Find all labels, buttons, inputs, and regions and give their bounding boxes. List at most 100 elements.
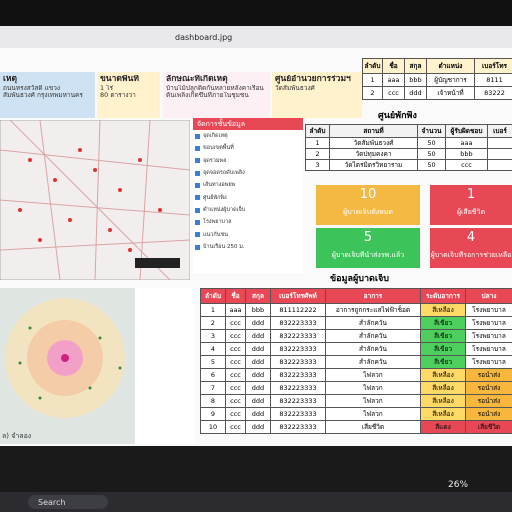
layer-item[interactable]: เส้นทางอพยพ <box>193 179 303 191</box>
cell: 832223333 <box>270 342 326 356</box>
layer-item[interactable]: แนวกันชน <box>193 229 303 241</box>
layer-title: จัดการชั้นข้อมูล <box>193 118 303 131</box>
cell: 832223333 <box>270 329 326 343</box>
taskbar: Search <box>0 492 512 512</box>
stat-label: ผู้บาดเจ็บที่รอการช่วยเหลือ <box>430 250 512 259</box>
cell: ccc <box>225 381 246 395</box>
layer-item[interactable]: ตำแหน่งผู้บาดเจ็บ <box>193 204 303 216</box>
cell: 2 <box>305 148 330 160</box>
info-card: เหตุ ถนนทรงสวัสดิ์ แขวง สัมพันธวงศ์ กรุงเท… <box>0 72 95 118</box>
cell: 832223333 <box>270 394 326 408</box>
cell: ไฟลวก <box>325 407 421 421</box>
row: 10 ccc ddd 832223333 เสียชีวิต สีแดง เสียชีวิต <box>200 420 512 434</box>
header-cell: สกุล <box>245 288 271 304</box>
layer-item[interactable]: จุดรวมพล <box>193 155 303 167</box>
cell: เสียชีวิต <box>465 420 512 434</box>
cell: 83222 <box>474 86 512 100</box>
cell: 811112222 <box>270 303 326 317</box>
cell: รอนำส่ง <box>465 381 512 395</box>
cell: ccc <box>225 316 246 330</box>
row: 1 aaa bbb 811112222 อาการถูกกระแสไฟฟ้าช็อต สี… <box>200 303 512 317</box>
cell: 8 <box>200 394 226 408</box>
card-title: ลักษณะที่เกิดเหตุ <box>166 75 228 84</box>
stat-label: ผู้บาดเจ็บที่นำส่งรพ.แล้ว <box>331 250 405 259</box>
header-row: ลำดับ ชื่อ สกุล ตำแหน่ง เบอร์โทร <box>362 58 512 74</box>
stat-value: 1 <box>466 188 476 202</box>
row: 7 ccc ddd 832223333 ไฟลวก สีเหลือง รอนำส่ง <box>200 381 512 395</box>
layer-label: จุดจอดรถดับเพลิง <box>203 169 245 176</box>
section-title: ข้อมูลผู้บาดเจ็บ <box>330 274 389 284</box>
layer-item[interactable]: บ้านเรือน 250 ม. <box>193 241 303 253</box>
cell: สีเหลือง <box>420 407 466 421</box>
row: 2 ccc ddd เจ้าหน้าที่ 83222 <box>362 86 512 100</box>
cell: สำลักควัน <box>325 329 421 343</box>
search-box[interactable]: Search <box>28 495 108 509</box>
cell <box>487 159 512 171</box>
layer-label: บ้านเรือน 250 ม. <box>203 243 245 250</box>
cell: ccc <box>225 420 246 434</box>
cell: โรงพยาบาล <box>465 355 512 369</box>
row: 1 วัดสัมพันธวงศ์ 50 aaa <box>305 137 512 149</box>
layer-item[interactable]: ขอบเขตพื้นที่ <box>193 142 303 154</box>
card-line: บ้านไม้ปลูกติดกันหลายหลังคาเรือน <box>166 84 264 92</box>
card-line: ถนนทรงสวัสดิ์ แขวง <box>3 84 61 92</box>
cell: aaa <box>382 73 405 87</box>
cell: 832223333 <box>270 368 326 382</box>
row: 2 วัดปทุมคงคา 50 bbb <box>305 148 512 160</box>
cell: 832223333 <box>270 355 326 369</box>
row: 8 ccc ddd 832223333 ไฟลวก สีเหลือง รอนำส่ง <box>200 394 512 408</box>
cell: 50 <box>417 137 446 149</box>
card-line: สัมพันธวงศ์ กรุงเทพมหานคร <box>3 92 83 100</box>
stat-box: 4 ผู้บาดเจ็บที่รอการช่วยเหลือ <box>430 228 512 268</box>
table: ลำดับ ชื่อ สกุล ตำแหน่ง เบอร์โทร 1 aaa bbb ผู้บั… <box>362 58 512 100</box>
cell: 3 <box>200 329 226 343</box>
checkbox <box>195 232 200 238</box>
cell: ddd <box>245 329 271 343</box>
layer-item[interactable]: ศูนย์พักพิง <box>193 192 303 204</box>
viewer-bottom: 26% <box>0 446 512 492</box>
cell: 8111 <box>474 73 512 87</box>
cell: สำลักควัน <box>325 342 421 356</box>
layer-item[interactable]: จุดจอดรถดับเพลิง <box>193 167 303 179</box>
table: ลำดับ ชื่อ สกุล เบอร์โทรศัพท์ อาการ ระดับอากา… <box>200 288 512 434</box>
header-row: ลำดับ ชื่อ สกุล เบอร์โทรศัพท์ อาการ ระดับอากา… <box>200 288 512 304</box>
checkbox <box>195 158 200 164</box>
cell: สีเหลือง <box>420 368 466 382</box>
cell: 1 <box>362 73 383 87</box>
cell: 832223333 <box>270 316 326 330</box>
header-cell: ลำดับ <box>362 58 383 74</box>
cell <box>487 148 512 160</box>
header-cell: ตำแหน่ง <box>426 58 475 74</box>
cell: ccc <box>225 329 246 343</box>
checkbox <box>195 244 200 250</box>
checkbox <box>195 219 200 225</box>
cell: ไฟลวก <box>325 394 421 408</box>
cell: โรงพยาบาล <box>465 329 512 343</box>
cell: 2 <box>362 86 383 100</box>
card-title: เหตุ <box>3 75 18 84</box>
cell: ccc <box>225 407 246 421</box>
header-cell: ระดับอาการ <box>420 288 466 304</box>
cell: 9 <box>200 407 226 421</box>
cell: ccc <box>225 355 246 369</box>
checkbox <box>195 133 200 139</box>
layer-item[interactable]: โรงพยาบาล <box>193 216 303 228</box>
zoom-level: 26% <box>448 480 469 490</box>
cell: ddd <box>245 407 271 421</box>
card-line: 80 ตารางวา <box>100 92 136 100</box>
cell: 4 <box>200 342 226 356</box>
cell: 50 <box>417 159 446 171</box>
cell: ccc <box>225 368 246 382</box>
row: 3 วัดไตรมิตรวิทยาราม 50 ccc <box>305 159 512 171</box>
cell: สำลักควัน <box>325 316 421 330</box>
cell: อาการถูกกระแสไฟฟ้าช็อต <box>325 303 421 317</box>
cell: 2 <box>200 316 226 330</box>
header-cell: สกุล <box>404 58 427 74</box>
cell: 6 <box>200 368 226 382</box>
header-cell: ปลาง <box>465 288 512 304</box>
layer-item[interactable]: จุดเกิดเหตุ <box>193 130 303 142</box>
cell: 832223333 <box>270 420 326 434</box>
cell: ddd <box>245 316 271 330</box>
stat-value: 4 <box>466 231 476 245</box>
checkbox <box>195 170 200 176</box>
